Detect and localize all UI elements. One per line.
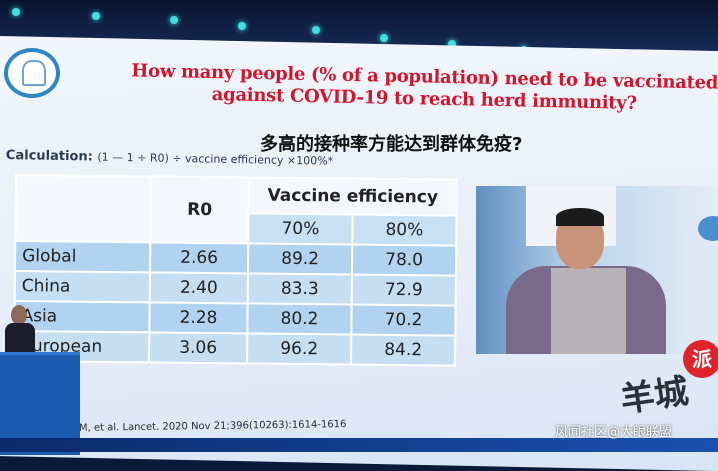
stage-light	[448, 40, 456, 48]
v70-cell: 89.2	[247, 243, 353, 275]
stage-light	[170, 16, 178, 24]
formula-text: (1 — 1 ÷ R0) ÷ vaccine efficiency ×100%*	[97, 150, 334, 168]
stage-light	[380, 34, 388, 42]
v80-cell: 70.2	[351, 304, 456, 336]
v70-cell: 96.2	[247, 333, 352, 365]
lung-logo-icon	[4, 48, 60, 98]
stage-light	[12, 8, 20, 16]
r0-cell: 2.28	[149, 302, 248, 334]
pai-badge-icon: 派	[683, 340, 718, 378]
stage-light	[92, 12, 100, 20]
speaker-head	[11, 305, 27, 325]
header-70: 70%	[248, 213, 353, 245]
r0-cell: 2.40	[149, 272, 248, 304]
corner-cell	[15, 175, 151, 243]
header-vaccine-efficiency: Vaccine efficiency	[248, 177, 457, 216]
r0-cell: 3.06	[149, 332, 248, 364]
stage-footer	[0, 438, 718, 452]
herd-immunity-table: R0 Vaccine efficiency 70% 80% Global 2.6…	[13, 174, 458, 367]
table-row: Global 2.66 89.2 78.0	[14, 241, 457, 276]
patient-hair	[556, 208, 604, 226]
vaccination-photo	[476, 186, 718, 354]
header-r0: R0	[150, 176, 249, 244]
yangcheng-watermark: 羊城	[618, 371, 691, 421]
v80-cell: 84.2	[351, 334, 456, 366]
patient-shirt	[551, 268, 626, 354]
source-watermark: 风闻社区@大眼联盟	[555, 425, 673, 440]
r0-cell: 2.66	[149, 242, 249, 274]
table-row: European 3.06 96.2 84.2	[14, 331, 456, 366]
v80-cell: 78.0	[351, 244, 457, 276]
table-row: China 2.40 83.3 72.9	[14, 271, 456, 306]
stage-light	[312, 26, 320, 34]
calculation-label: Calculation:	[5, 148, 94, 165]
v70-cell: 83.3	[247, 273, 352, 305]
table-row: Asia 2.28 80.2 70.2	[14, 301, 456, 336]
patient-figure	[506, 206, 666, 354]
region-cell: China	[14, 271, 150, 303]
region-cell: Global	[14, 241, 151, 273]
slide-title-chinese: 多高的接种率方能达到群体免疫?	[260, 134, 523, 155]
header-80: 80%	[352, 214, 457, 246]
nurse-cap	[698, 216, 718, 241]
stage-light	[238, 22, 246, 30]
v70-cell: 80.2	[247, 303, 352, 335]
v80-cell: 72.9	[351, 274, 456, 306]
